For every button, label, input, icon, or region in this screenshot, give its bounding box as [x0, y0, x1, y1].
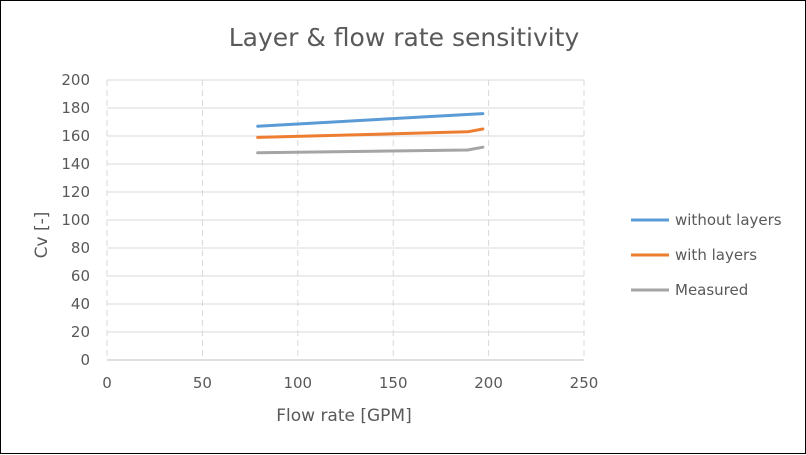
x-tick-label: 150	[379, 374, 408, 392]
legend-label-with-layers: with layers	[675, 246, 757, 264]
x-tick-label: 200	[474, 374, 503, 392]
y-tick-label: 180	[61, 99, 90, 117]
y-axis-ticks: 0 20 40 60 80 100 120 140 160 180 200	[61, 71, 90, 369]
y-tick-label: 200	[61, 71, 90, 89]
y-tick-label: 60	[71, 267, 90, 285]
y-axis-label: Cv [-]	[32, 212, 52, 259]
x-axis-label: Flow rate [GPM]	[276, 406, 412, 426]
y-tick-label: 80	[71, 239, 90, 257]
grid	[106, 79, 585, 361]
series-line-measured	[256, 145, 485, 155]
y-tick-label: 100	[61, 211, 90, 229]
y-tick-label: 20	[71, 323, 90, 341]
series-line-without-layers	[256, 112, 485, 128]
x-tick-label: 100	[283, 374, 312, 392]
y-tick-label: 0	[80, 351, 90, 369]
x-axis-ticks: 0 50 100 150 200 250	[102, 374, 598, 392]
y-tick-label: 160	[61, 127, 90, 145]
legend: without layers with layers Measured	[631, 211, 782, 299]
x-tick-label: 250	[570, 374, 599, 392]
chart-title: Layer & flow rate sensitivity	[229, 23, 580, 52]
y-tick-label: 40	[71, 295, 90, 313]
y-tick-label: 120	[61, 183, 90, 201]
series-lines	[256, 112, 485, 155]
legend-label-without-layers: without layers	[675, 211, 782, 229]
x-tick-label: 0	[102, 374, 112, 392]
x-tick-label: 50	[193, 374, 212, 392]
y-tick-label: 140	[61, 155, 90, 173]
legend-label-measured: Measured	[675, 281, 748, 299]
series-line-with-layers	[256, 127, 485, 139]
